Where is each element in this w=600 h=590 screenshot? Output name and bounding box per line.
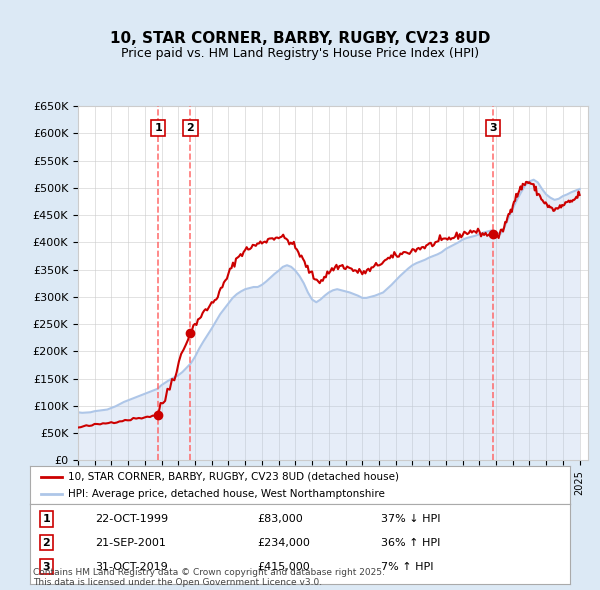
Text: £83,000: £83,000 (257, 514, 302, 524)
Text: 10, STAR CORNER, BARBY, RUGBY, CV23 8UD: 10, STAR CORNER, BARBY, RUGBY, CV23 8UD (110, 31, 490, 46)
Text: 21-SEP-2001: 21-SEP-2001 (95, 537, 166, 548)
Text: 36% ↑ HPI: 36% ↑ HPI (381, 537, 440, 548)
Text: 1: 1 (154, 123, 162, 133)
Text: 3: 3 (43, 562, 50, 572)
Text: Contains HM Land Registry data © Crown copyright and database right 2025.
This d: Contains HM Land Registry data © Crown c… (33, 568, 385, 587)
Text: 3: 3 (490, 123, 497, 133)
Text: £234,000: £234,000 (257, 537, 310, 548)
Text: £415,000: £415,000 (257, 562, 310, 572)
Text: 2: 2 (43, 537, 50, 548)
Text: 10, STAR CORNER, BARBY, RUGBY, CV23 8UD (detached house): 10, STAR CORNER, BARBY, RUGBY, CV23 8UD … (68, 472, 399, 482)
Text: HPI: Average price, detached house, West Northamptonshire: HPI: Average price, detached house, West… (68, 489, 385, 499)
Text: 2: 2 (187, 123, 194, 133)
Text: 22-OCT-1999: 22-OCT-1999 (95, 514, 168, 524)
Text: 31-OCT-2019: 31-OCT-2019 (95, 562, 167, 572)
Text: 1: 1 (43, 514, 50, 524)
Text: Price paid vs. HM Land Registry's House Price Index (HPI): Price paid vs. HM Land Registry's House … (121, 47, 479, 60)
Text: 37% ↓ HPI: 37% ↓ HPI (381, 514, 440, 524)
Text: 7% ↑ HPI: 7% ↑ HPI (381, 562, 433, 572)
